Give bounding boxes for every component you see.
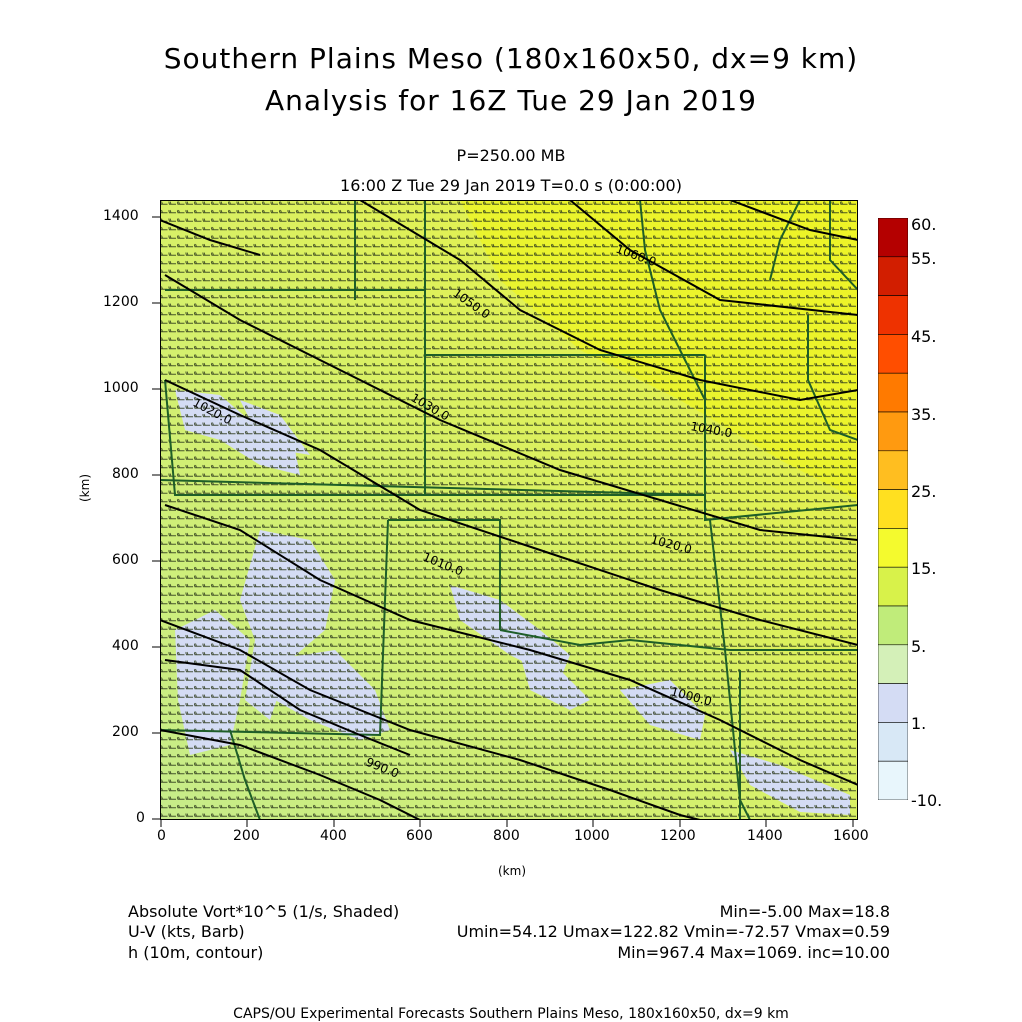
y-tick-label: 1000 bbox=[103, 380, 139, 396]
y-tick-label: 1400 bbox=[103, 208, 139, 224]
x-tick-label: 1600 bbox=[833, 828, 869, 844]
colorbar-swatch bbox=[877, 295, 909, 335]
wind-barb-field bbox=[160, 200, 858, 820]
legend-field-height: h (10m, contour) bbox=[128, 943, 264, 962]
colorbar-swatch bbox=[877, 760, 909, 801]
x-tick-label: 1200 bbox=[660, 828, 696, 844]
height-contours bbox=[160, 200, 858, 820]
colorbar-label: 5. bbox=[911, 637, 927, 656]
colorbar-swatch bbox=[877, 566, 909, 607]
y-tick-label: 600 bbox=[112, 552, 139, 568]
x-tick-label: 800 bbox=[493, 828, 520, 844]
colorbar-label: 60. bbox=[911, 215, 937, 234]
contour-1060 bbox=[569, 200, 858, 316]
colorbar-swatch bbox=[877, 722, 909, 762]
contour-1010 bbox=[164, 659, 411, 756]
colorbar-label: 25. bbox=[911, 482, 937, 501]
x-tick-label: 1000 bbox=[574, 828, 610, 844]
contour-990 bbox=[160, 729, 421, 820]
x-axis-label: (km) bbox=[498, 864, 527, 878]
y-tick-label: 400 bbox=[112, 638, 139, 654]
colorbar-swatch bbox=[877, 489, 909, 529]
x-tick-label: 400 bbox=[320, 828, 347, 844]
legend-vorticity-stats: Min=-5.00 Max=18.8 bbox=[719, 902, 890, 921]
colorbar-swatch bbox=[877, 644, 909, 684]
y-tick-label: 200 bbox=[112, 724, 139, 740]
title-line-2: Analysis for 16Z Tue 29 Jan 2019 bbox=[265, 84, 757, 117]
x-tick-label: 600 bbox=[406, 828, 433, 844]
y-tick-label: 1200 bbox=[103, 294, 139, 310]
colorbar-swatch bbox=[877, 605, 909, 646]
y-tick-label: 800 bbox=[112, 466, 139, 482]
time-label: 16:00 Z Tue 29 Jan 2019 T=0.0 s (0:00:00… bbox=[340, 176, 682, 195]
legend-wind-stats: Umin=54.12 Umax=122.82 Vmin=-72.57 Vmax=… bbox=[456, 922, 890, 941]
y-axis-label: (km) bbox=[78, 473, 92, 502]
colorbar-swatch bbox=[877, 683, 909, 723]
colorbar-swatch bbox=[877, 411, 909, 452]
colorbar-label: 45. bbox=[911, 327, 937, 346]
state-borders bbox=[160, 200, 858, 820]
title-line-1: Southern Plains Meso (180x160x50, dx=9 k… bbox=[163, 42, 859, 75]
contour-1040 bbox=[164, 379, 858, 646]
colorbar-label: 1. bbox=[911, 714, 927, 733]
colorbar-swatch bbox=[877, 450, 909, 490]
colorbar-swatch bbox=[877, 528, 909, 568]
map-plot: 1060.0 1050.0 1040.0 1030.0 1020.0 1020.… bbox=[160, 200, 858, 820]
colorbar-swatch bbox=[877, 372, 909, 413]
colorbar-swatch bbox=[877, 334, 909, 374]
colorbar-swatch bbox=[877, 256, 909, 296]
contour-1020 bbox=[164, 504, 858, 786]
contour-1000 bbox=[160, 619, 701, 820]
x-tick-label: 0 bbox=[157, 828, 166, 844]
footer: CAPS/OU Experimental Forecasts Southern … bbox=[233, 1006, 789, 1022]
y-tick-label: 0 bbox=[136, 810, 145, 826]
colorbar-label: 15. bbox=[911, 559, 937, 578]
colorbar-label: -10. bbox=[911, 791, 943, 810]
plot-frame bbox=[160, 200, 858, 820]
x-axis bbox=[160, 820, 854, 827]
colorbar-label: 35. bbox=[911, 405, 937, 424]
x-tick-label: 1400 bbox=[747, 828, 783, 844]
legend-field-vorticity: Absolute Vort*10^5 (1/s, Shaded) bbox=[128, 902, 400, 921]
colorbar-label: 55. bbox=[911, 249, 937, 268]
x-tick-label: 200 bbox=[233, 828, 260, 844]
y-axis bbox=[148, 200, 160, 820]
colorbar bbox=[877, 217, 909, 801]
level-label: P=250.00 MB bbox=[456, 146, 566, 165]
colorbar-swatch bbox=[877, 217, 909, 258]
contour-1050 bbox=[359, 200, 858, 402]
legend-field-wind: U-V (kts, Barb) bbox=[128, 922, 245, 941]
contour-1030 bbox=[164, 274, 858, 541]
legend-height-stats: Min=967.4 Max=1069. inc=10.00 bbox=[617, 943, 890, 962]
